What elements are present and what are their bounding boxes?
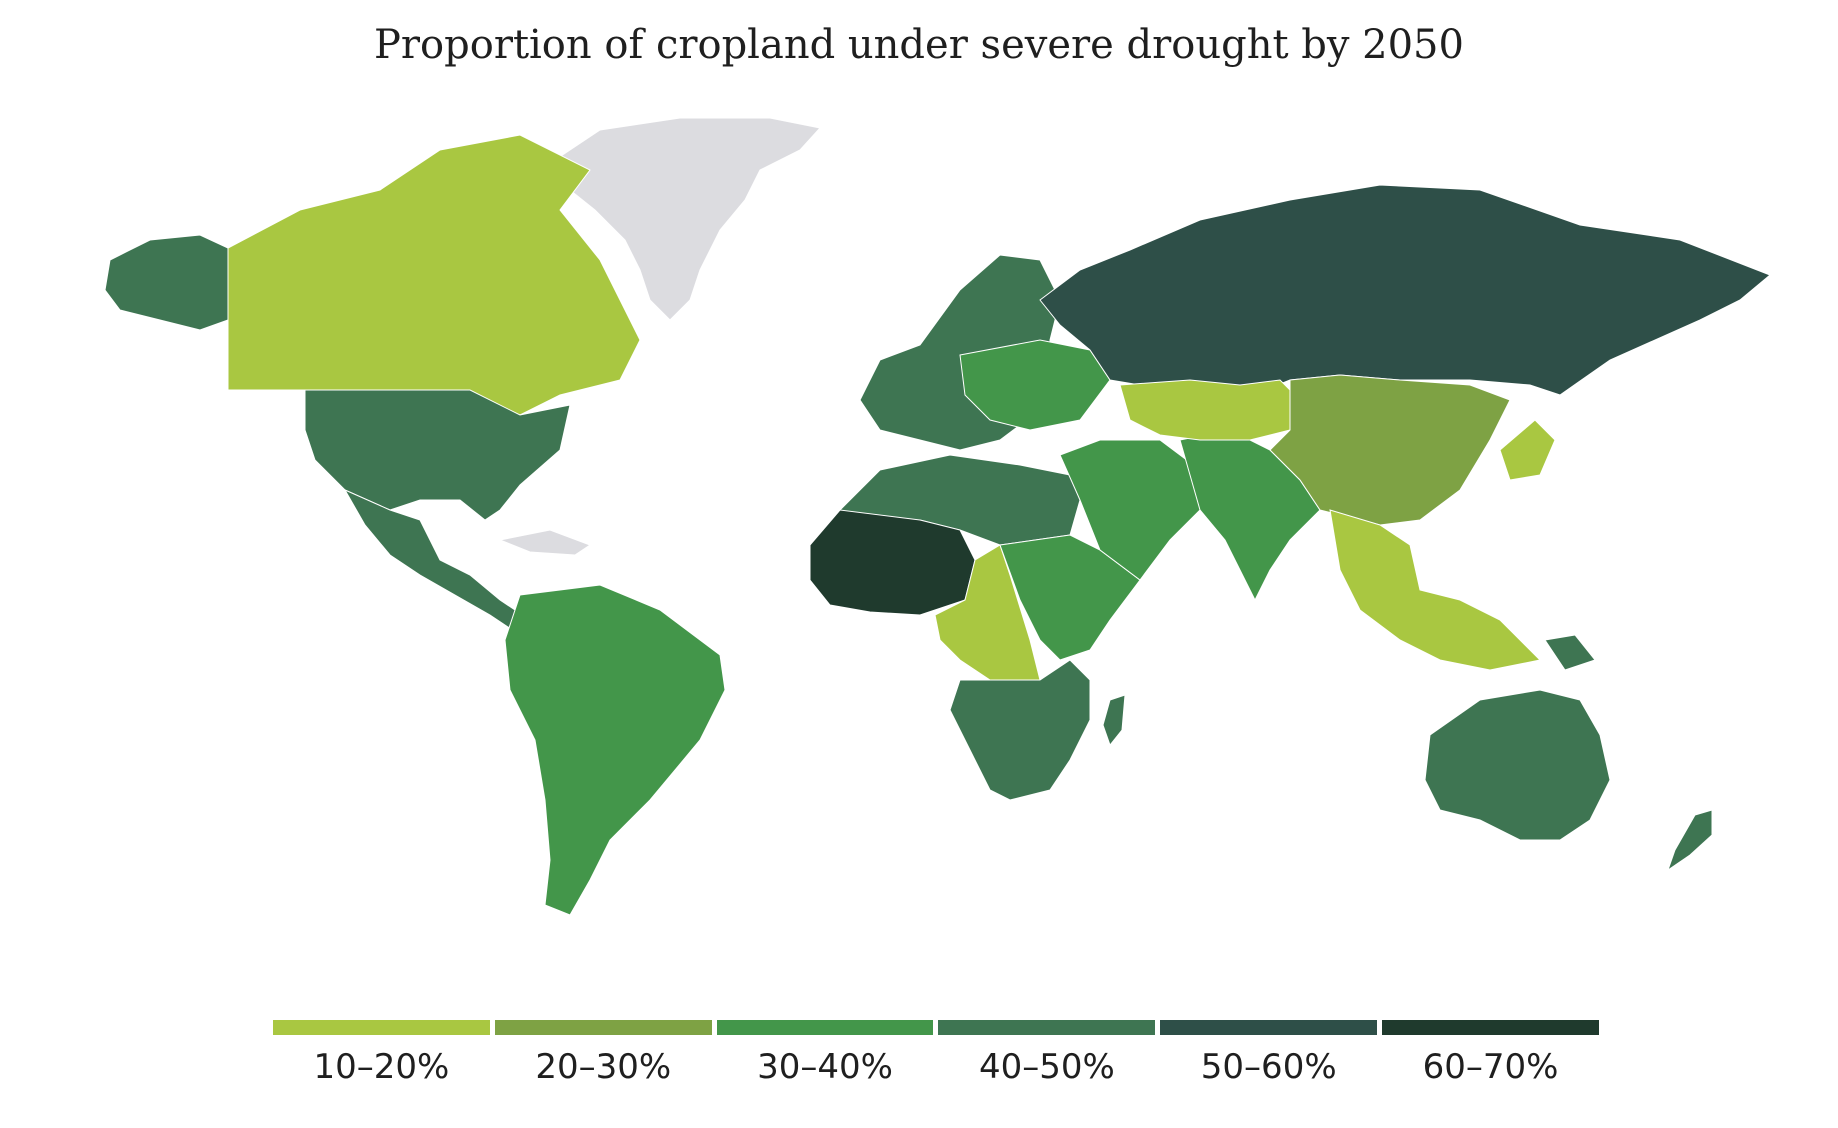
region-central-africa	[934, 544, 1041, 691]
legend: 10–20% 20–30% 30–40% 40–50% 50–60% 60–70…	[273, 1020, 1599, 1087]
region-russia	[1039, 184, 1771, 401]
region-southern-africa	[949, 659, 1091, 801]
legend-label: 60–70%	[1422, 1047, 1559, 1087]
legend-swatch	[716, 1020, 934, 1035]
region-new-zealand	[1667, 809, 1713, 872]
map-title: Proportion of cropland under severe drou…	[374, 22, 1464, 68]
region-japan	[1499, 419, 1556, 481]
region-southeast-asia	[1329, 509, 1542, 671]
world-map	[104, 117, 1771, 916]
region-usa	[304, 389, 571, 521]
legend-swatch	[1382, 1020, 1599, 1035]
region-canada	[227, 134, 641, 416]
legend-swatch	[938, 1020, 1156, 1035]
legend-item: 30–40%	[716, 1020, 934, 1087]
region-south-asia	[1179, 429, 1321, 602]
legend-label: 10–20%	[313, 1047, 450, 1087]
legend-item: 60–70%	[1382, 1020, 1599, 1087]
region-alaska	[104, 234, 229, 331]
region-mexico	[343, 488, 531, 636]
region-eastern-europe	[959, 339, 1111, 431]
region-png	[1544, 634, 1596, 671]
legend-label: 40–50%	[978, 1047, 1115, 1087]
region-middle-east	[1059, 439, 1201, 581]
region-east-africa	[999, 534, 1141, 661]
region-madagascar	[1102, 694, 1126, 747]
region-greenland	[554, 117, 821, 321]
legend-item: 20–30%	[494, 1020, 712, 1087]
region-caribbean	[498, 529, 592, 556]
legend-item: 10–20%	[273, 1020, 490, 1087]
legend-label: 50–60%	[1200, 1047, 1337, 1087]
legend-label: 20–30%	[535, 1047, 672, 1087]
region-central-asia	[1119, 379, 1301, 441]
legend-swatch	[494, 1020, 712, 1035]
legend-label: 30–40%	[757, 1047, 893, 1087]
legend-item: 50–60%	[1160, 1020, 1378, 1087]
region-south-america	[504, 584, 726, 916]
legend-swatch	[273, 1020, 490, 1035]
region-australia	[1424, 689, 1611, 841]
legend-swatch	[1160, 1020, 1378, 1035]
legend-item: 40–50%	[938, 1020, 1156, 1087]
region-china	[1269, 374, 1511, 526]
